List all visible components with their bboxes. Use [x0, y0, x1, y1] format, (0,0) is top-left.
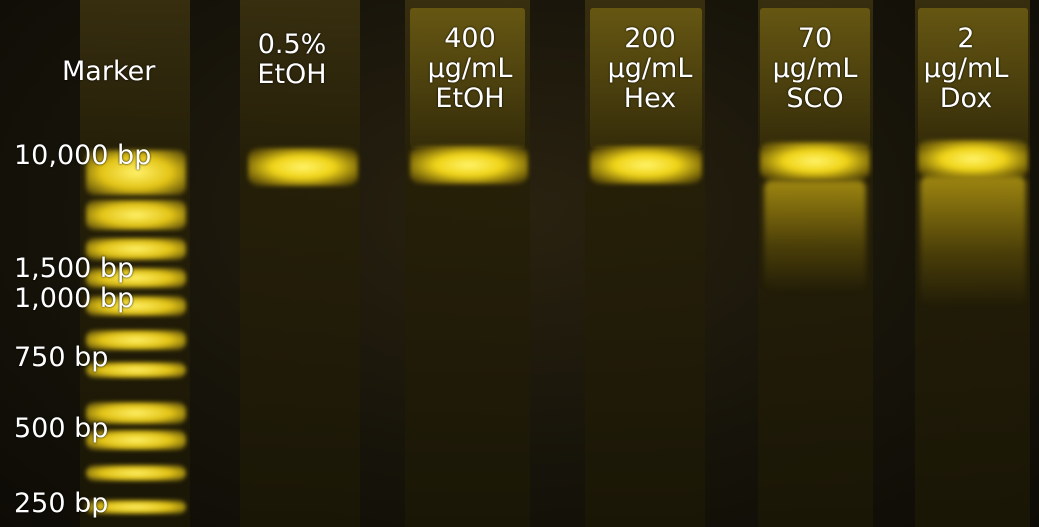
lane-label-line: µg/mL [923, 53, 1009, 84]
lane-label-line: 0.5% [257, 29, 327, 60]
sample-band-5 [918, 140, 1028, 178]
lane-label-line: 200 [624, 23, 676, 54]
lane-label-line: µg/mL [772, 53, 858, 84]
well-3 [590, 8, 702, 148]
lane-label-line: 400 [444, 23, 496, 54]
ladder-band [86, 362, 186, 378]
smear-lane-4 [764, 180, 866, 290]
ladder-label: 500 bp [14, 413, 109, 444]
lane-label-2: 400 µg/mL EtOH [410, 24, 530, 114]
lane-label-line: Dox [939, 83, 993, 114]
lane-label-line: EtOH [257, 59, 327, 90]
ladder-band [86, 500, 186, 514]
well-2 [410, 8, 525, 148]
ladder-label: 10,000 bp [14, 140, 152, 171]
lane-label-line: 70 [797, 23, 833, 54]
lane-label-1: 0.5% EtOH [232, 30, 352, 90]
ladder-label: 1,000 bp [14, 283, 135, 314]
sample-lane-1 [240, 0, 360, 527]
marker-label: Marker [62, 56, 156, 87]
lane-label-line: 2 [957, 23, 975, 54]
lane-label-4: 70 µg/mL SCO [755, 24, 875, 114]
sample-band-2 [410, 146, 528, 184]
ladder-band [86, 268, 186, 288]
ladder-label: 750 bp [14, 342, 109, 373]
smear-lane-5 [920, 176, 1026, 304]
ladder-band [86, 238, 186, 260]
lane-label-line: EtOH [435, 83, 505, 114]
lane-label-line: Hex [623, 83, 677, 114]
lane-label-3: 200 µg/mL Hex [590, 24, 710, 114]
ladder-band [86, 465, 186, 481]
ladder-band [86, 296, 186, 316]
ladder-band [86, 150, 186, 195]
ladder-label: 1,500 bp [14, 253, 135, 284]
well-4 [760, 8, 870, 148]
sample-band-4 [760, 142, 870, 180]
ladder-band [86, 430, 186, 450]
well-5 [918, 8, 1028, 148]
lane-label-5: 2 µg/mL Dox [906, 24, 1026, 114]
sample-band-1 [248, 148, 358, 186]
ladder-band [86, 402, 186, 424]
lane-label-line: µg/mL [607, 53, 693, 84]
sample-band-3 [590, 146, 702, 184]
ladder-band [86, 200, 186, 230]
ladder-band [86, 330, 186, 350]
lane-label-line: µg/mL [427, 53, 513, 84]
lane-label-line: SCO [786, 83, 844, 114]
ladder-label: 250 bp [14, 488, 109, 519]
